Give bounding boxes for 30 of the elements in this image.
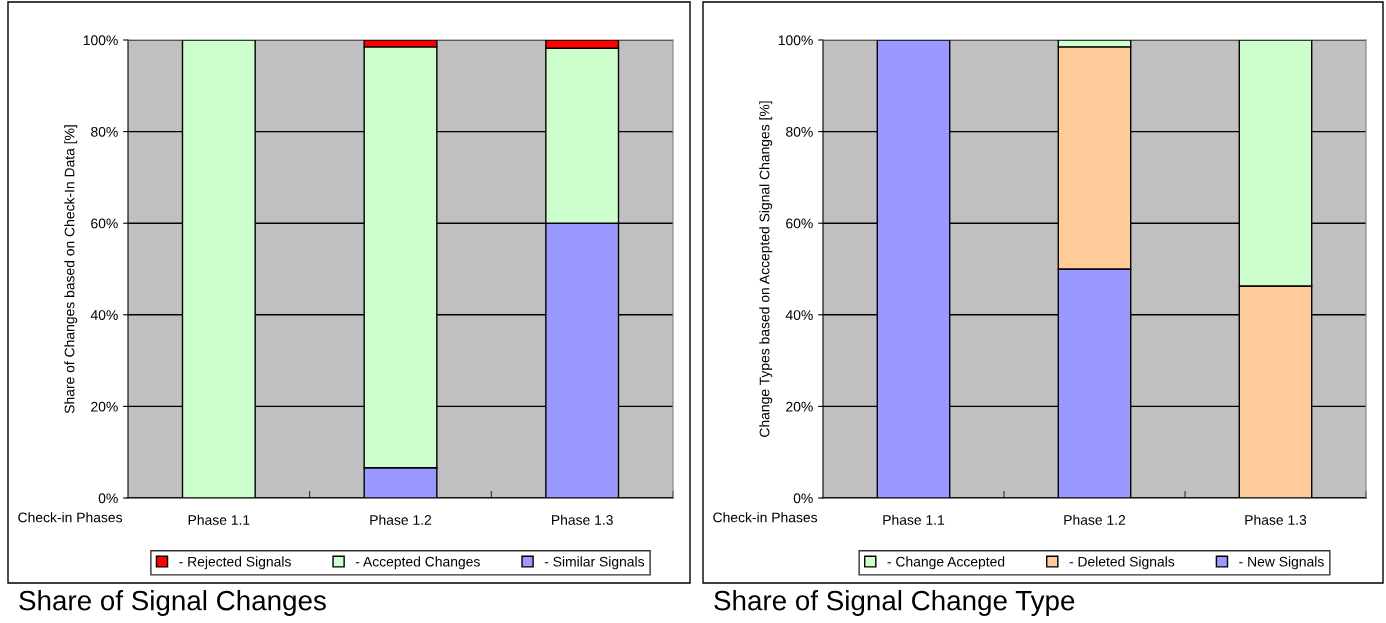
y-tick-label: 60%	[786, 218, 813, 229]
y-tick-label: 0%	[793, 493, 813, 504]
x-tick-label: Phase 1.2	[370, 514, 432, 525]
y-tick-label: 0%	[98, 493, 118, 504]
x-axis-title: Check-in Phases	[713, 512, 818, 523]
legend-label: - Change Accepted	[887, 556, 1005, 570]
x-tick-label: Phase 1.3	[1245, 514, 1307, 525]
y-tick-label: 80%	[91, 126, 118, 137]
legend-label: - New Signals	[1239, 556, 1324, 570]
x-tick-label: Phase 1.1	[188, 514, 250, 525]
y-axis-title: Change Types based on Accepted Signal Changes [%]	[759, 101, 773, 437]
legend-label: - Deleted Signals	[1069, 556, 1175, 570]
y-tick-label: 40%	[90, 310, 118, 320]
y-tick-label: 100%	[778, 35, 813, 46]
x-axis-title: Check-in Phases	[18, 512, 123, 523]
x-tick-label: Phase 1.3	[552, 514, 613, 525]
y-tick-label: 20%	[786, 401, 813, 412]
y-tick-label: 60%	[91, 218, 118, 229]
legend-label: - Similar Signals	[544, 556, 645, 570]
legend-label: - Rejected Signals	[179, 556, 291, 570]
y-tick-label: 40%	[785, 310, 813, 320]
text: Share of Signal Changes	[19, 590, 326, 616]
x-tick-label: Phase 1.2	[1064, 514, 1126, 525]
legend-label: - Accepted Changes	[355, 556, 480, 570]
x-tick-label: Phase 1.1	[883, 514, 945, 525]
text: Share of Signal Change Type	[714, 590, 1075, 616]
y-tick-label: 20%	[91, 401, 118, 412]
y-tick-label: 80%	[786, 126, 813, 137]
y-axis-title: Share of Changes based on Check-In Data [%]	[64, 125, 78, 414]
y-tick-label: 100%	[83, 35, 118, 46]
